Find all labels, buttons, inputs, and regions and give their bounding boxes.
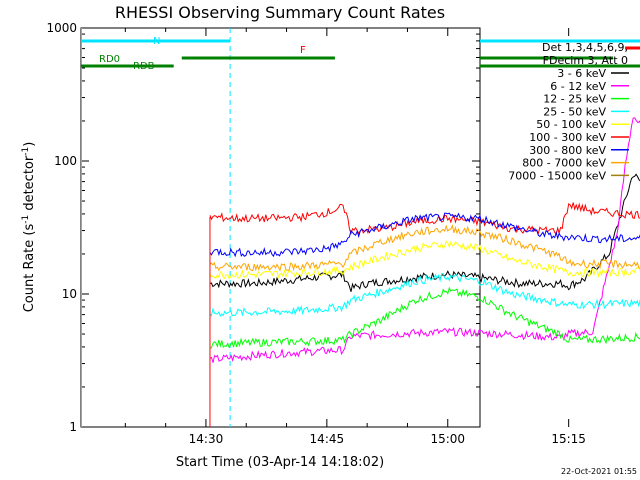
y-axis-label-sup1: -1 [21, 215, 31, 224]
y-axis-label: Count Rate (s-1 detector-1) [21, 142, 37, 313]
legend-label: 300 - 800 keV [529, 144, 606, 157]
y-axis-label-main: Count Rate (s [22, 224, 37, 313]
legend-header-line-1: Det 1,3,4,5,6,9, [542, 41, 628, 54]
annotation-rdb: RDB [133, 61, 155, 72]
legend-label: 7000 - 15000 keV [508, 169, 606, 182]
series-line-800-7000-kev [209, 224, 640, 272]
series-line-3-6-kev [209, 173, 640, 292]
annotation-night: N [153, 36, 160, 47]
legend-label: 800 - 7000 keV [522, 157, 606, 170]
series-lines [209, 117, 640, 427]
annotation-flare: F [300, 45, 306, 56]
y-tick-label: 1000 [46, 21, 77, 35]
series-line-50-100-kev [209, 240, 640, 280]
series-line-12-25-kev [209, 286, 640, 349]
x-tick-label: 14:30 [189, 432, 224, 446]
y-tick-label: 1 [69, 420, 77, 434]
y-tick-label: 100 [54, 154, 77, 168]
plot-frame [80, 27, 481, 428]
legend-label: 100 - 300 keV [529, 131, 606, 144]
legend: Det 1,3,4,5,6,9, FDecim 3, Att 0 3 - 6 k… [508, 41, 629, 182]
legend-header-line-2: FDecim 3, Att 0 [543, 54, 628, 67]
x-axis-label: Start Time (03-Apr-14 14:18:02) [176, 455, 384, 470]
legend-label: 6 - 12 keV [550, 80, 606, 93]
y-tick-label: 10 [62, 287, 77, 301]
legend-label: 25 - 50 keV [543, 105, 606, 118]
chart-title: RHESSI Observing Summary Count Rates [115, 3, 445, 22]
y-axis-label-end: ) [22, 142, 37, 147]
observing-state-bars [81, 28, 640, 427]
timestamp: 22-Oct-2021 01:55 [561, 467, 637, 476]
series-line-100-300-kev [209, 202, 640, 236]
x-tick-label: 14:45 [310, 432, 345, 446]
series-line-6-12-kev [209, 117, 640, 363]
series-line-25-50-kev [209, 272, 640, 318]
legend-label: 50 - 100 keV [536, 118, 606, 131]
y-axis-label-mid: detector [22, 155, 37, 215]
y-axis-label-sup2: -1 [21, 147, 31, 156]
legend-label: 12 - 25 keV [543, 93, 606, 106]
x-tick-label: 15:15 [551, 432, 586, 446]
annotation-rd0: RD0 [99, 54, 120, 65]
legend-label: 3 - 6 keV [557, 67, 606, 80]
series-line-300-800-kev [209, 212, 640, 258]
x-tick-label: 15:00 [430, 432, 465, 446]
